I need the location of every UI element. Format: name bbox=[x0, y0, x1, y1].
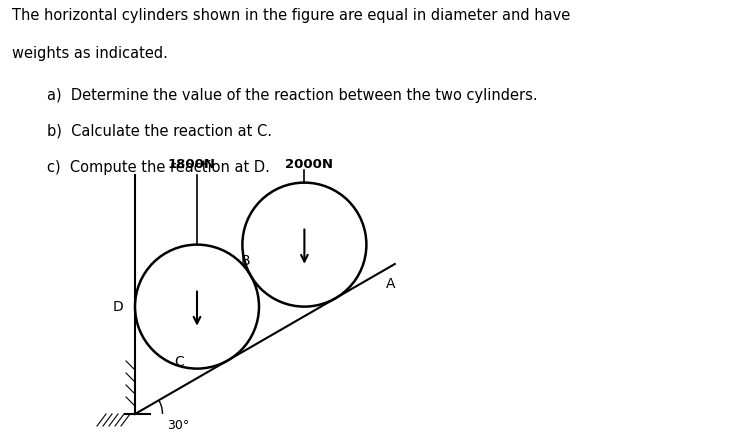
Text: 2000N: 2000N bbox=[285, 158, 334, 171]
Text: C: C bbox=[174, 355, 184, 370]
Text: The horizontal cylinders shown in the figure are equal in diameter and have: The horizontal cylinders shown in the fi… bbox=[12, 8, 570, 23]
Text: D: D bbox=[112, 300, 123, 314]
Text: b)  Calculate the reaction at C.: b) Calculate the reaction at C. bbox=[47, 124, 272, 139]
Text: B: B bbox=[241, 254, 251, 267]
Text: A: A bbox=[386, 277, 395, 290]
Text: 1800N: 1800N bbox=[168, 158, 216, 171]
Text: c)  Compute the reaction at D.: c) Compute the reaction at D. bbox=[47, 160, 270, 175]
Text: a)  Determine the value of the reaction between the two cylinders.: a) Determine the value of the reaction b… bbox=[47, 88, 537, 103]
Text: weights as indicated.: weights as indicated. bbox=[12, 46, 168, 61]
Text: 30°: 30° bbox=[167, 419, 189, 432]
